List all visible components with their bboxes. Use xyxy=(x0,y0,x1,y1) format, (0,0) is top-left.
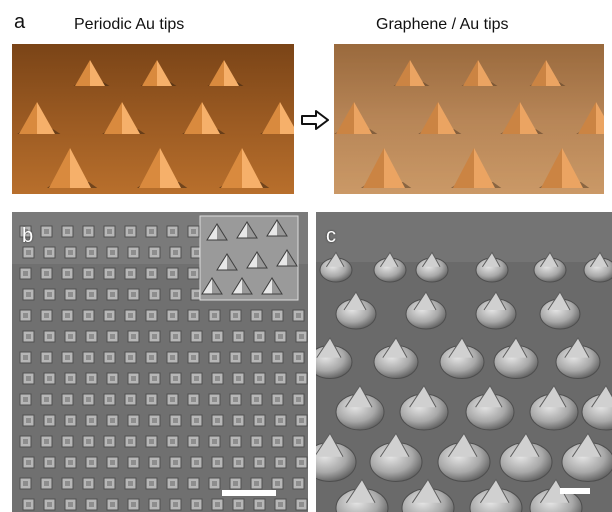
scale-bar xyxy=(222,490,276,496)
graphene-au-tips-rendering xyxy=(334,44,604,194)
panel-a-left-title: Periodic Au tips xyxy=(74,16,185,33)
arrow-right-icon xyxy=(300,110,330,130)
panel-b-letter: b xyxy=(22,225,34,247)
panel-a-letter: a xyxy=(14,11,26,33)
sem-inset xyxy=(199,215,299,301)
scale-bar xyxy=(560,488,590,494)
sem-tilted-view xyxy=(316,212,612,512)
sem-top-view xyxy=(12,212,308,512)
panel-c-letter: c xyxy=(326,225,336,247)
panel-a-right-title: Graphene / Au tips xyxy=(376,16,509,33)
au-tips-rendering xyxy=(12,44,294,194)
